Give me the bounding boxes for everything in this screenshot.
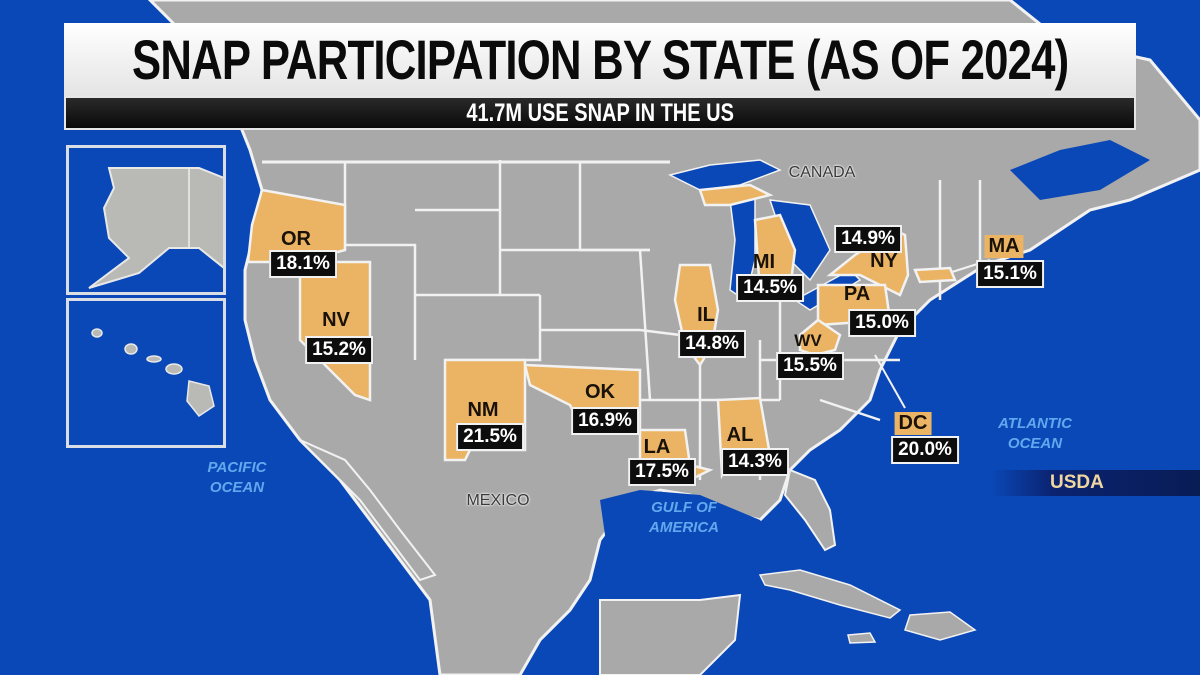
- dc-leader-line: [874, 354, 906, 409]
- state-value-dc: 20.0%: [891, 436, 959, 464]
- state-shape-mi-upper: [698, 183, 774, 207]
- gulf-water: [600, 490, 790, 610]
- state-label-dc: DC: [894, 412, 932, 435]
- state-label-il: IL: [697, 304, 715, 326]
- state-label-mi: MI: [752, 251, 776, 273]
- yucatan: [599, 593, 742, 675]
- state-label-nv: NV: [322, 309, 350, 331]
- state-value-ny: 14.9%: [834, 225, 902, 253]
- canada-label: CANADA: [788, 164, 856, 181]
- baja-california: [299, 439, 437, 582]
- source-label: USDA: [1050, 472, 1104, 493]
- hispaniola: [904, 611, 977, 641]
- state-value-wv: 15.5%: [776, 352, 844, 380]
- page-title: SNAP PARTICIPATION BY STATE (AS OF 2024): [131, 28, 1069, 91]
- mexico-label: MEXICO: [466, 492, 530, 509]
- subtitle-bar: 41.7M USE SNAP IN THE US: [64, 96, 1136, 130]
- title-bar: SNAP PARTICIPATION BY STATE (AS OF 2024): [64, 23, 1136, 96]
- alaska-inset: [66, 145, 226, 295]
- florida: [783, 468, 837, 552]
- state-value-al: 14.3%: [721, 448, 789, 476]
- state-value-ma: 15.1%: [976, 260, 1044, 288]
- state-value-nv: 15.2%: [305, 336, 373, 364]
- state-shape-ma: [913, 266, 957, 284]
- state-value-nm: 21.5%: [456, 423, 524, 451]
- hawaii-inset: [66, 298, 226, 448]
- state-label-or: OR: [281, 228, 311, 250]
- gulf-st-lawrence: [1010, 140, 1150, 200]
- hawaii-map: [91, 328, 215, 418]
- state-shape-wv: [798, 318, 842, 357]
- state-value-ok: 16.9%: [571, 407, 639, 435]
- state-value-pa: 15.0%: [848, 309, 916, 337]
- state-value-or: 18.1%: [269, 250, 337, 278]
- state-label-nm: NM: [467, 399, 499, 421]
- alaska-map: [88, 167, 223, 289]
- state-label-pa: PA: [843, 283, 871, 305]
- atlantic-ocean-label: ATLANTIC OCEAN: [998, 415, 1072, 452]
- state-label-wv: WV: [794, 331, 822, 350]
- state-value-il: 14.8%: [678, 330, 746, 358]
- state-label-al: AL: [726, 424, 754, 446]
- gulf-of-america-label: GULF OF AMERICA: [649, 499, 719, 536]
- state-label-ma: MA: [984, 235, 1024, 258]
- state-label-ny: NY: [870, 250, 898, 272]
- subtitle: 41.7M USE SNAP IN THE US: [466, 98, 734, 127]
- state-shape-nv: [298, 260, 372, 402]
- pacific-ocean-label: PACIFIC OCEAN: [207, 459, 267, 496]
- cuba: [758, 569, 902, 619]
- state-value-mi: 14.5%: [736, 274, 804, 302]
- state-value-la: 17.5%: [628, 458, 696, 486]
- state-label-la: LA: [643, 436, 671, 458]
- jamaica: [847, 632, 877, 644]
- source-bar: USDA: [990, 470, 1200, 496]
- state-label-ok: OK: [585, 381, 615, 403]
